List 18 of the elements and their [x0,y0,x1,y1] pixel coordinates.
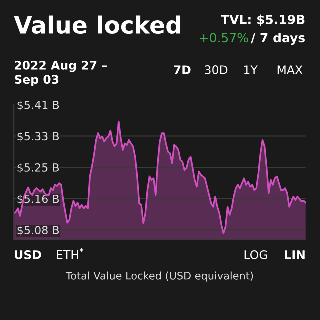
chart-title: Value locked [14,16,180,34]
y-tick-label: $5.25 B [18,163,60,174]
text: 1Y [244,66,258,74]
text: USD [15,250,42,260]
text: 7D [174,66,191,74]
text: +0.57% [200,33,248,43]
y-tick-label: $5.33 B [18,132,60,142]
text: / 7 days [251,32,306,46]
text: LIN [285,250,305,260]
text: TVL: $5.19B [221,14,305,26]
y-tick-label: $5.08 B [18,226,60,236]
text: 2022 Aug 27 – Sep 03 [14,60,107,86]
text: 30D [205,66,228,74]
text: LOG [244,250,268,260]
text: ETH$^{*}$ [57,248,84,260]
y-tick-label: $5.41 B [18,100,60,111]
text: Total Value Locked (USD equivalent) [66,272,254,282]
text: MAX [278,66,303,74]
